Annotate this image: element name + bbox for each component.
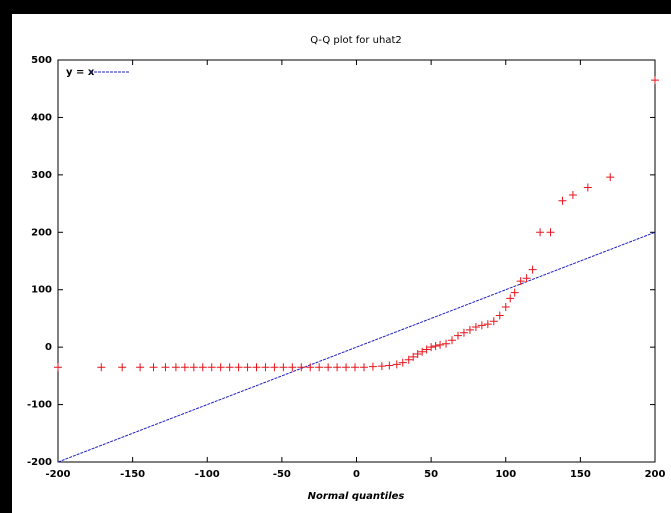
point <box>368 362 377 371</box>
point <box>442 339 451 348</box>
point <box>398 358 407 367</box>
point <box>385 361 394 370</box>
point <box>606 173 615 182</box>
chart-title: Q-Q plot for uhat2 <box>310 35 402 46</box>
point <box>288 363 297 372</box>
point <box>465 325 474 334</box>
point <box>342 363 351 372</box>
point <box>333 363 342 372</box>
point <box>161 363 170 372</box>
point <box>315 363 324 372</box>
y-tick-label: 200 <box>31 227 52 238</box>
y-tick-label: 100 <box>31 285 52 296</box>
point <box>558 196 567 205</box>
x-tick-label: 50 <box>424 469 438 480</box>
window-frame-left <box>0 0 12 513</box>
point <box>501 302 510 311</box>
point <box>171 363 180 372</box>
x-tick-label: -50 <box>273 469 291 480</box>
y-tick-label: 300 <box>31 170 52 181</box>
point <box>459 328 468 337</box>
x-tick-label: 0 <box>353 469 360 480</box>
point <box>324 363 333 372</box>
y-tick-label: 500 <box>31 55 52 66</box>
point <box>306 363 315 372</box>
point <box>489 317 498 326</box>
point <box>536 228 545 237</box>
point <box>297 363 306 372</box>
point <box>198 363 207 372</box>
reference-line <box>57 231 656 463</box>
x-tick-label: -150 <box>120 469 145 480</box>
point <box>583 183 592 192</box>
point <box>510 288 519 297</box>
point <box>477 321 486 330</box>
point <box>180 363 189 372</box>
point <box>351 363 360 372</box>
point <box>516 277 525 286</box>
x-tick-label: 150 <box>570 469 591 480</box>
window-frame-top <box>0 0 671 14</box>
point <box>392 360 401 369</box>
point <box>118 363 127 372</box>
x-tick-label: 200 <box>645 469 666 480</box>
point <box>651 76 659 85</box>
point <box>225 363 234 372</box>
point <box>418 347 427 356</box>
point <box>149 363 158 372</box>
point <box>189 363 198 372</box>
point <box>136 363 145 372</box>
point <box>252 363 261 372</box>
point <box>436 340 445 349</box>
y-tick-label: 400 <box>31 112 52 123</box>
point <box>97 363 106 372</box>
point <box>413 350 422 359</box>
point <box>483 320 492 329</box>
point <box>448 336 457 345</box>
point <box>261 363 270 372</box>
point <box>568 190 577 199</box>
y-tick-label: -200 <box>27 457 52 468</box>
point <box>377 362 386 371</box>
point <box>453 331 462 340</box>
point <box>471 323 480 332</box>
x-axis-label: Normal quantiles <box>308 491 405 502</box>
point <box>506 294 515 303</box>
x-tick-label: 100 <box>495 469 516 480</box>
y-tick-label: -100 <box>27 400 52 411</box>
y-tick-label: 0 <box>45 342 52 353</box>
x-tick-label: -200 <box>45 469 70 480</box>
point <box>270 363 279 372</box>
legend-label: y = x <box>66 67 95 78</box>
point <box>359 363 368 372</box>
point <box>234 363 243 372</box>
point <box>422 345 431 354</box>
point <box>279 363 288 372</box>
point <box>243 363 252 372</box>
point <box>528 265 537 274</box>
point <box>431 341 440 350</box>
point <box>216 363 225 372</box>
point <box>54 363 62 372</box>
point <box>404 355 413 364</box>
point <box>207 363 216 372</box>
point <box>427 343 436 352</box>
point <box>409 352 418 361</box>
point <box>495 311 504 320</box>
point <box>522 274 531 283</box>
point <box>546 228 555 237</box>
x-tick-label: -100 <box>195 469 220 480</box>
